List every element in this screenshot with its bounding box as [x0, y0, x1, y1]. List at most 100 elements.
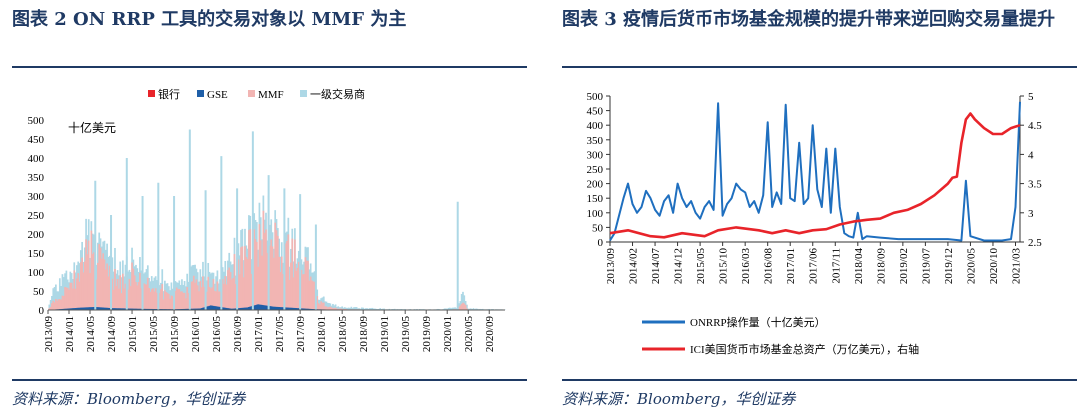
area-bar	[359, 308, 362, 310]
area-bar	[300, 308, 303, 310]
x-tick-label-11: 2018/04	[853, 248, 865, 285]
area-bar	[259, 240, 262, 310]
area-bar	[269, 245, 271, 310]
area-bar	[60, 299, 62, 310]
x-tick-label-9: 2017/06	[808, 248, 820, 285]
y-tick-label-1: 50	[33, 286, 45, 298]
area-bar	[152, 288, 154, 310]
area-bar	[262, 210, 265, 310]
area-bar	[466, 304, 468, 310]
area-bar	[139, 308, 141, 310]
area-bar	[249, 229, 252, 310]
area-bar	[102, 253, 105, 310]
x-tick-label-6: 2016/03	[740, 248, 752, 285]
figure-2-panel: 图表 2 ON RRP 工具的交易对象以 MMF 为主 银行 GSE MMF 一级交易…	[0, 0, 530, 415]
y-tick-label-7: 350	[28, 172, 45, 184]
area-bar	[148, 288, 150, 310]
area-bar	[99, 247, 102, 310]
area-bar	[175, 287, 178, 310]
x-tick-label-20: 2020/05	[463, 316, 475, 353]
y-left-tick-label-1: 50	[592, 222, 604, 234]
area-bar	[123, 308, 126, 310]
area-bar	[64, 286, 66, 310]
x-tick-label-14: 2019/07	[920, 248, 932, 285]
area-bar	[98, 244, 101, 310]
area-bar	[279, 271, 282, 310]
area-bar	[296, 267, 299, 310]
area-bar	[93, 252, 95, 310]
area-bar	[221, 307, 224, 310]
figure-3-source: 资料来源：Bloomberg，华创证券	[562, 390, 796, 408]
area-bar	[152, 308, 154, 310]
area-bar	[199, 308, 202, 310]
area-bar	[284, 307, 287, 310]
area-bar	[294, 307, 296, 310]
area-bar	[58, 278, 61, 310]
x-tick-label-17: 2019/05	[400, 316, 412, 353]
area-bar	[160, 289, 162, 310]
area-bar	[380, 308, 383, 310]
area-bar	[363, 308, 366, 310]
area-bar	[196, 285, 199, 310]
area-bar	[303, 308, 305, 310]
area-bar	[266, 252, 269, 310]
area-bar	[345, 307, 347, 310]
area-bar	[350, 306, 353, 310]
area-bar	[212, 278, 215, 310]
area-bar	[207, 276, 210, 310]
area-bar	[246, 307, 249, 310]
legend-label-0: 银行	[158, 87, 180, 101]
area-bar	[148, 308, 150, 310]
area-bar	[185, 298, 187, 310]
area-bar	[304, 257, 307, 310]
area-bar	[254, 305, 257, 310]
area-bar	[139, 272, 141, 310]
area-bar	[167, 294, 170, 310]
area-bar	[70, 308, 73, 310]
area-bar	[185, 286, 187, 310]
area-bar	[271, 306, 274, 310]
area-bar	[95, 279, 98, 310]
area-bar	[203, 286, 206, 310]
area-bar	[326, 307, 329, 310]
x-tick-label-19: 2020/01	[442, 316, 454, 352]
area-bar	[451, 307, 454, 310]
area-bar	[479, 308, 481, 310]
area-bar	[336, 308, 338, 310]
area-bar	[118, 288, 120, 310]
area-bar	[224, 275, 227, 310]
area-bar	[241, 246, 244, 310]
area-bar	[374, 308, 376, 310]
area-bar	[146, 308, 149, 310]
area-bar	[81, 307, 84, 310]
area-bar	[98, 307, 101, 310]
area-bar	[104, 307, 107, 310]
area-bar	[288, 279, 291, 310]
area-bar	[186, 308, 189, 310]
area-bar	[372, 308, 375, 310]
area-bar	[195, 279, 198, 310]
unit-label: 十亿美元	[68, 120, 116, 135]
area-bar	[135, 308, 137, 310]
area-bar	[354, 307, 357, 310]
area-bar	[65, 308, 68, 310]
area-bar	[274, 222, 277, 310]
area-bar	[296, 308, 299, 310]
area-bar	[308, 308, 311, 310]
area-bar	[341, 306, 344, 310]
area-bar	[227, 270, 229, 310]
area-bar	[454, 307, 456, 310]
x-tick-label-5: 2015/05	[148, 316, 160, 353]
area-bar	[343, 308, 346, 310]
x-tick-label-4: 2015/05	[695, 248, 707, 285]
area-bar	[121, 308, 124, 310]
area-bar	[270, 306, 273, 310]
area-bar	[225, 284, 228, 310]
area-bar	[295, 270, 298, 310]
area-bar	[114, 268, 116, 310]
area-bar	[463, 303, 466, 310]
area-bar	[69, 282, 72, 310]
area-bar	[324, 306, 326, 310]
x-tick-label-21: 2020/09	[484, 316, 496, 353]
area-bar	[459, 305, 462, 310]
